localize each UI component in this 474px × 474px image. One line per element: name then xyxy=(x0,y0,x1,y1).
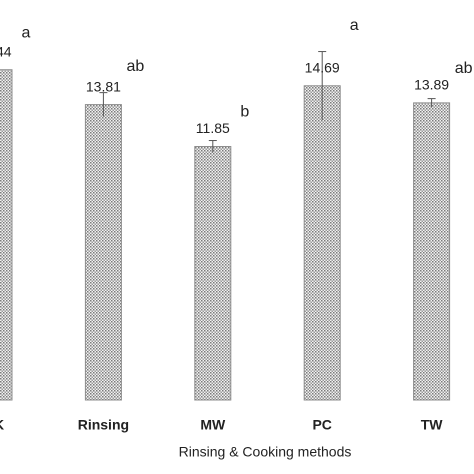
bar xyxy=(194,146,232,401)
x-tick-label: CK xyxy=(0,417,4,433)
bar xyxy=(303,85,341,401)
x-tick-label: PC xyxy=(312,417,331,433)
letter: a xyxy=(22,24,31,41)
bar xyxy=(0,69,13,401)
value-label: 13.89 xyxy=(414,77,449,93)
x-tick-label: TW xyxy=(421,417,444,433)
x-axis-label: Rinsing & Cooking methods xyxy=(179,444,352,460)
value-label: 14.69 xyxy=(305,59,340,75)
letter: a xyxy=(350,17,359,34)
bar xyxy=(413,102,451,401)
value-label: 15.44 xyxy=(0,43,12,59)
value-label: 11.85 xyxy=(196,120,230,136)
x-tick-label: MW xyxy=(200,417,226,433)
bar xyxy=(84,104,122,401)
value-label: 13.81 xyxy=(86,78,121,94)
letter: ab xyxy=(455,60,473,77)
letter: b xyxy=(240,104,249,121)
letter: ab xyxy=(127,58,145,75)
x-tick-label: Rinsing xyxy=(78,417,129,433)
